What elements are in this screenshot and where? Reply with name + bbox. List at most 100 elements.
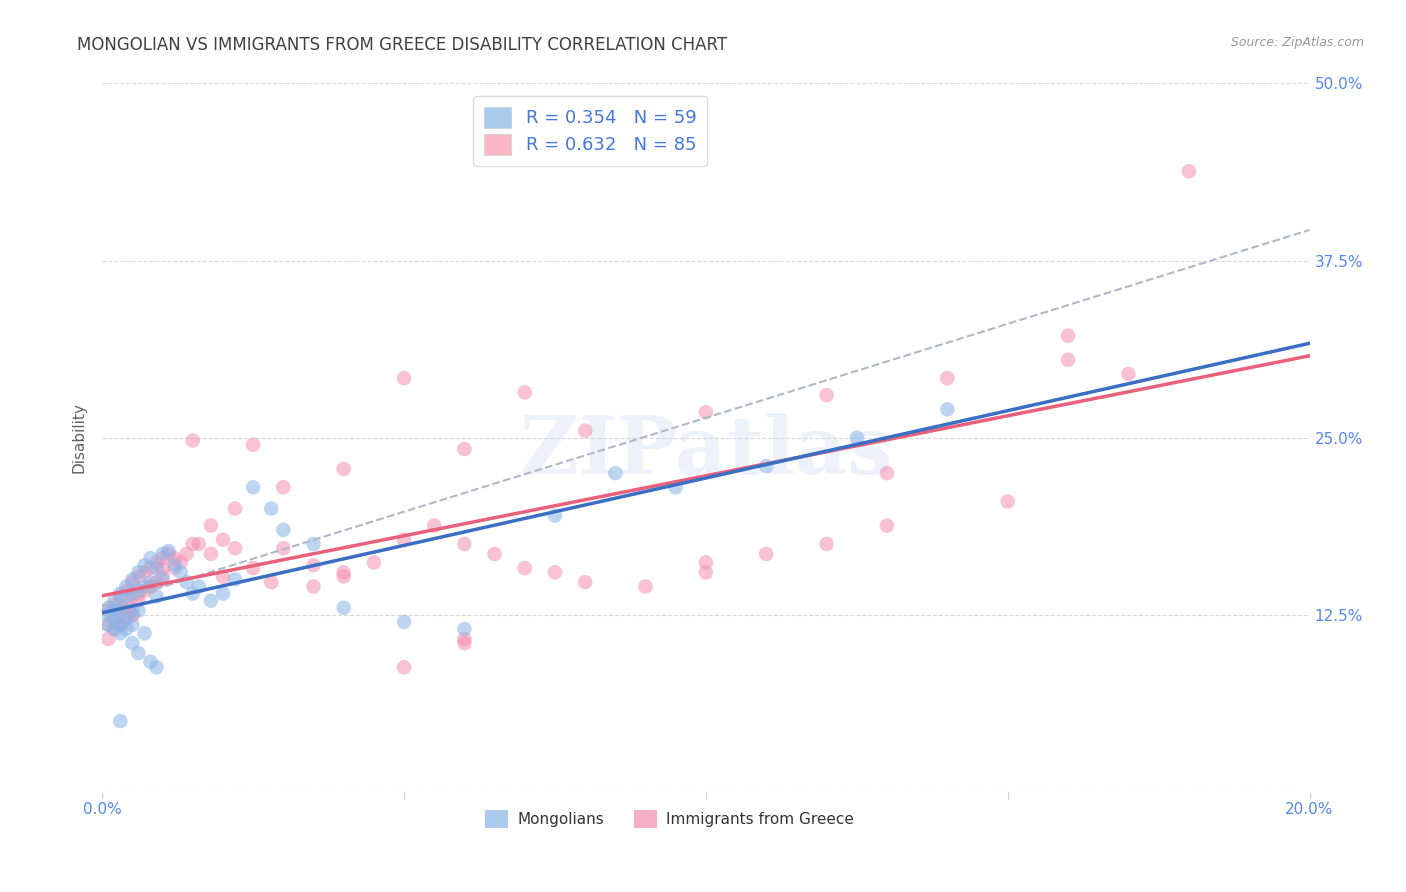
Point xyxy=(121,607,143,622)
Point xyxy=(815,388,838,402)
Point xyxy=(212,586,235,600)
Point xyxy=(103,612,125,626)
Point xyxy=(103,598,125,612)
Point xyxy=(242,480,264,494)
Point xyxy=(121,636,143,650)
Point xyxy=(176,575,198,590)
Point xyxy=(181,537,204,551)
Point xyxy=(139,575,162,590)
Point xyxy=(544,508,567,523)
Point xyxy=(145,555,167,569)
Point xyxy=(127,583,149,598)
Point xyxy=(103,622,125,636)
Point xyxy=(332,566,354,580)
Point xyxy=(152,551,174,566)
Point xyxy=(115,612,138,626)
Point xyxy=(181,586,204,600)
Point xyxy=(103,622,125,636)
Point xyxy=(121,573,143,587)
Point xyxy=(181,434,204,448)
Point xyxy=(815,537,838,551)
Point xyxy=(163,561,186,575)
Point xyxy=(242,561,264,575)
Text: ZIPatlas: ZIPatlas xyxy=(520,413,891,491)
Point xyxy=(876,466,898,480)
Point xyxy=(152,561,174,575)
Point xyxy=(634,579,657,593)
Point xyxy=(145,590,167,604)
Point xyxy=(332,462,354,476)
Point xyxy=(845,431,868,445)
Point xyxy=(115,583,138,598)
Point xyxy=(695,405,717,419)
Point xyxy=(484,547,506,561)
Point xyxy=(936,371,959,385)
Point xyxy=(115,590,138,604)
Point xyxy=(139,579,162,593)
Point xyxy=(200,547,222,561)
Point xyxy=(121,575,143,590)
Point xyxy=(121,586,143,600)
Point xyxy=(513,385,536,400)
Point xyxy=(110,604,132,618)
Point xyxy=(110,598,132,612)
Text: MONGOLIAN VS IMMIGRANTS FROM GREECE DISABILITY CORRELATION CHART: MONGOLIAN VS IMMIGRANTS FROM GREECE DISA… xyxy=(77,36,727,54)
Point xyxy=(271,523,294,537)
Point xyxy=(695,566,717,580)
Point xyxy=(212,569,235,583)
Point xyxy=(115,622,138,636)
Point xyxy=(103,612,125,626)
Point xyxy=(605,466,627,480)
Point xyxy=(453,442,475,456)
Point xyxy=(332,600,354,615)
Point xyxy=(170,566,193,580)
Point xyxy=(260,575,283,590)
Point xyxy=(997,494,1019,508)
Point xyxy=(97,604,120,618)
Point xyxy=(127,566,149,580)
Point xyxy=(97,607,120,622)
Point xyxy=(453,537,475,551)
Point xyxy=(110,586,132,600)
Point xyxy=(110,590,132,604)
Point xyxy=(115,612,138,626)
Point xyxy=(134,579,156,593)
Point xyxy=(755,458,778,473)
Point xyxy=(97,617,120,632)
Point xyxy=(115,598,138,612)
Point xyxy=(187,537,209,551)
Point xyxy=(134,566,156,580)
Point xyxy=(121,604,143,618)
Point xyxy=(97,617,120,632)
Point xyxy=(302,579,325,593)
Point xyxy=(695,555,717,569)
Point xyxy=(110,617,132,632)
Point xyxy=(513,561,536,575)
Point xyxy=(139,551,162,566)
Point xyxy=(260,501,283,516)
Point xyxy=(139,655,162,669)
Point xyxy=(97,632,120,646)
Point xyxy=(139,561,162,575)
Point xyxy=(574,424,596,438)
Point xyxy=(363,555,385,569)
Point xyxy=(157,544,180,558)
Point xyxy=(302,537,325,551)
Point xyxy=(115,579,138,593)
Point xyxy=(163,551,186,566)
Point xyxy=(115,604,138,618)
Point xyxy=(110,617,132,632)
Point xyxy=(224,573,246,587)
Point xyxy=(392,533,415,547)
Point xyxy=(145,561,167,575)
Point xyxy=(936,402,959,417)
Point xyxy=(121,617,143,632)
Point xyxy=(453,622,475,636)
Point xyxy=(121,590,143,604)
Point xyxy=(271,480,294,494)
Point xyxy=(170,555,193,569)
Point xyxy=(97,600,120,615)
Point xyxy=(127,586,149,600)
Point xyxy=(145,575,167,590)
Point xyxy=(139,579,162,593)
